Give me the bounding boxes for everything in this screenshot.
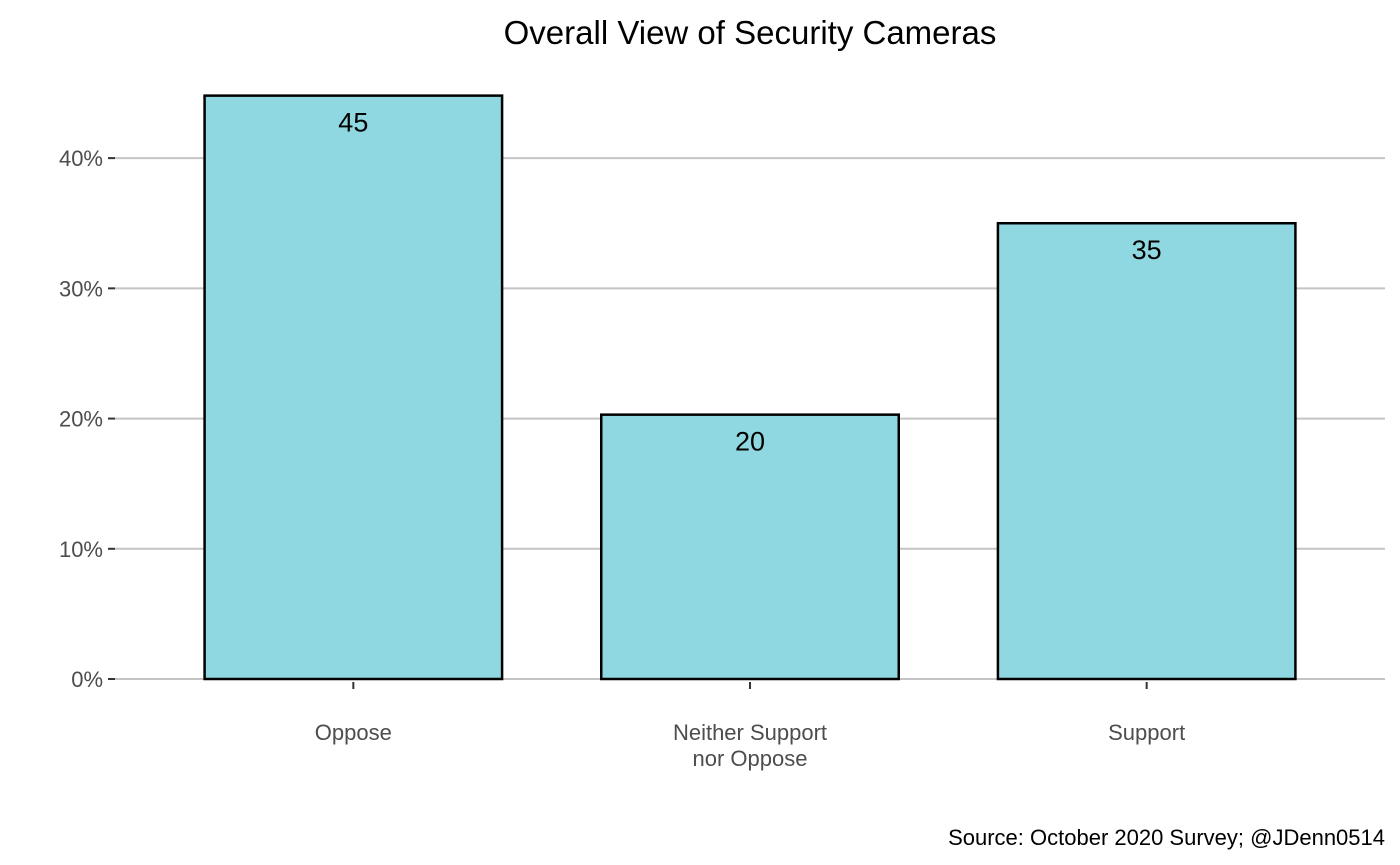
bar (600, 413, 900, 681)
bar-value-label: 35 (1132, 235, 1162, 265)
x-tick-label: Support (1108, 720, 1185, 745)
bars: 45 20 35 (203, 94, 1297, 681)
y-tick-label: 10% (59, 537, 103, 562)
x-tick-label: nor Oppose (693, 746, 808, 771)
y-tick-label: 20% (59, 407, 103, 432)
y-tick-label: 0% (71, 667, 103, 692)
chart-title: Overall View of Security Cameras (504, 14, 997, 51)
x-tick-label: Neither Support (673, 720, 827, 745)
y-tick-label: 30% (59, 276, 103, 301)
x-tick-label: Oppose (315, 720, 392, 745)
y-tick-label: 40% (59, 146, 103, 171)
bar (996, 221, 1297, 681)
bar (203, 94, 504, 681)
bar-value-label: 20 (735, 427, 765, 457)
y-axis: 0% 10% 20% 30% 40% (59, 146, 115, 692)
bar-value-label: 45 (338, 108, 368, 138)
chart-caption: Source: October 2020 Survey; @JDenn0514 (948, 825, 1385, 850)
